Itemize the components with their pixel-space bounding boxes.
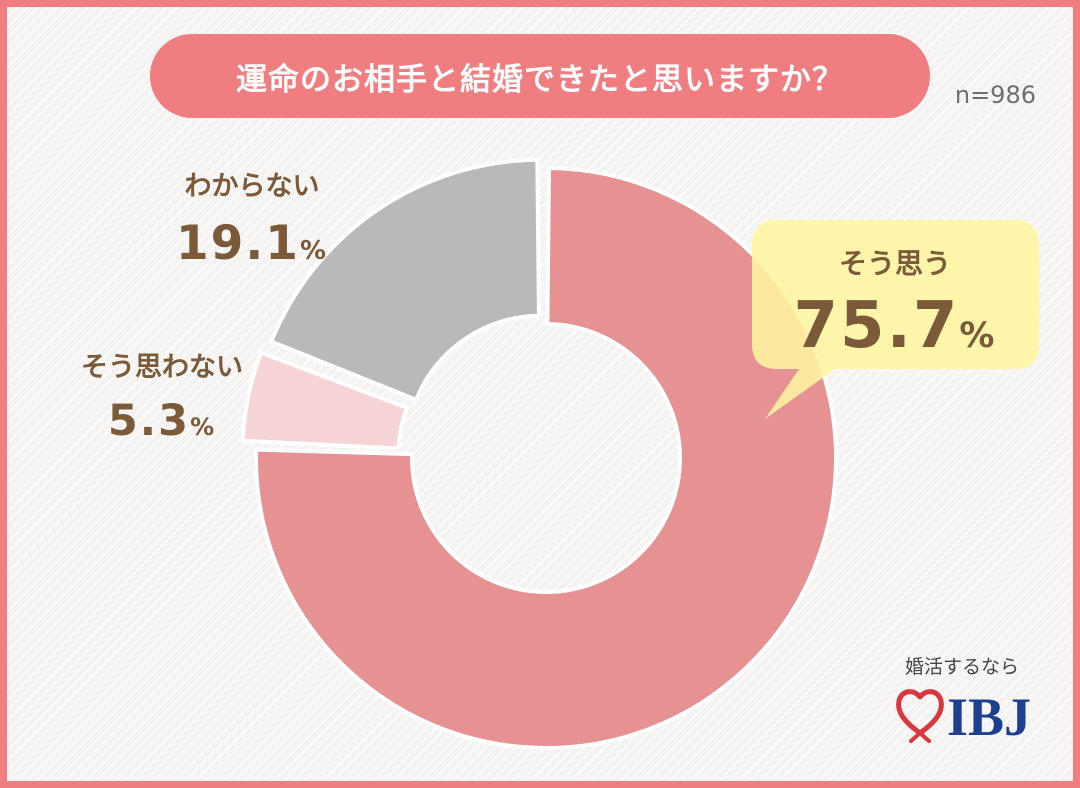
brand-tagline: 婚活するなら <box>905 656 1020 678</box>
callout-bubble <box>752 220 1039 419</box>
slice-label: そう思う <box>839 247 951 280</box>
slice-value: 5.3% <box>108 396 216 446</box>
donut-chart: そう思う 75.7% そう思わない 5.3% わからない 19.1% <box>81 157 1039 750</box>
brand-logo: IBJ <box>896 687 1031 745</box>
sample-size: n=986 <box>954 81 1036 109</box>
slice-value: 19.1% <box>176 216 328 271</box>
heart-icon <box>896 689 944 736</box>
chart-title: 運命のお相手と結婚できたと思いますか？ <box>150 34 930 118</box>
slice-value: 75.7% <box>794 289 997 363</box>
slice-label: そう思わない <box>81 352 243 383</box>
pie-slice <box>240 350 409 451</box>
pie-slice <box>254 166 838 750</box>
logo-text: IBJ <box>947 687 1031 745</box>
slice-label: わからない <box>185 171 320 202</box>
pie-slice <box>269 157 541 402</box>
